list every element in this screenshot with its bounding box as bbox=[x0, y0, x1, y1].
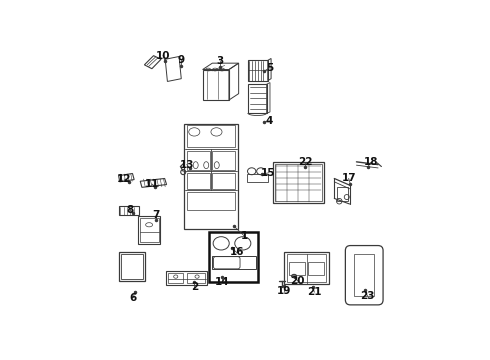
Text: 4: 4 bbox=[266, 116, 273, 126]
Bar bbox=[119, 252, 145, 281]
Bar bbox=[209, 232, 258, 282]
Text: 9: 9 bbox=[178, 55, 185, 66]
Text: 18: 18 bbox=[364, 157, 378, 167]
Bar bbox=[212, 173, 235, 189]
Bar bbox=[308, 262, 324, 275]
Text: 19: 19 bbox=[277, 286, 291, 296]
Bar bbox=[247, 174, 268, 183]
Text: 3: 3 bbox=[217, 56, 224, 66]
Bar bbox=[248, 84, 267, 113]
Bar bbox=[354, 255, 374, 296]
Bar bbox=[166, 271, 207, 285]
Bar bbox=[140, 219, 159, 242]
Bar bbox=[203, 69, 229, 100]
Text: 10: 10 bbox=[156, 51, 170, 61]
Bar bbox=[287, 254, 326, 282]
Text: 16: 16 bbox=[229, 247, 244, 257]
Text: 20: 20 bbox=[291, 276, 305, 286]
Text: 7: 7 bbox=[153, 210, 160, 220]
Bar bbox=[284, 252, 329, 284]
Bar bbox=[248, 60, 268, 81]
Text: 13: 13 bbox=[179, 159, 194, 170]
Text: 6: 6 bbox=[130, 293, 137, 303]
Bar bbox=[187, 273, 204, 283]
Text: 15: 15 bbox=[261, 168, 275, 178]
Bar bbox=[212, 151, 235, 170]
Text: 21: 21 bbox=[307, 287, 321, 297]
Text: 1: 1 bbox=[241, 231, 248, 241]
Text: 8: 8 bbox=[126, 204, 133, 215]
Text: 23: 23 bbox=[360, 291, 375, 301]
Bar bbox=[119, 206, 139, 215]
Bar bbox=[187, 173, 210, 189]
Bar bbox=[121, 254, 143, 279]
Bar bbox=[187, 192, 235, 210]
Text: 5: 5 bbox=[267, 63, 273, 73]
Bar bbox=[138, 216, 160, 244]
Bar bbox=[212, 256, 256, 269]
Bar bbox=[187, 125, 235, 147]
Text: 17: 17 bbox=[342, 174, 356, 184]
Bar bbox=[289, 262, 305, 275]
Bar bbox=[337, 187, 347, 201]
Text: 14: 14 bbox=[215, 277, 229, 287]
Text: 22: 22 bbox=[298, 157, 313, 167]
Bar bbox=[168, 273, 183, 283]
Text: 2: 2 bbox=[191, 282, 198, 292]
Text: 11: 11 bbox=[145, 179, 159, 189]
Bar bbox=[273, 162, 324, 203]
Text: 12: 12 bbox=[117, 174, 131, 184]
Bar bbox=[187, 151, 210, 170]
Bar bbox=[184, 123, 238, 229]
Bar bbox=[275, 164, 322, 201]
